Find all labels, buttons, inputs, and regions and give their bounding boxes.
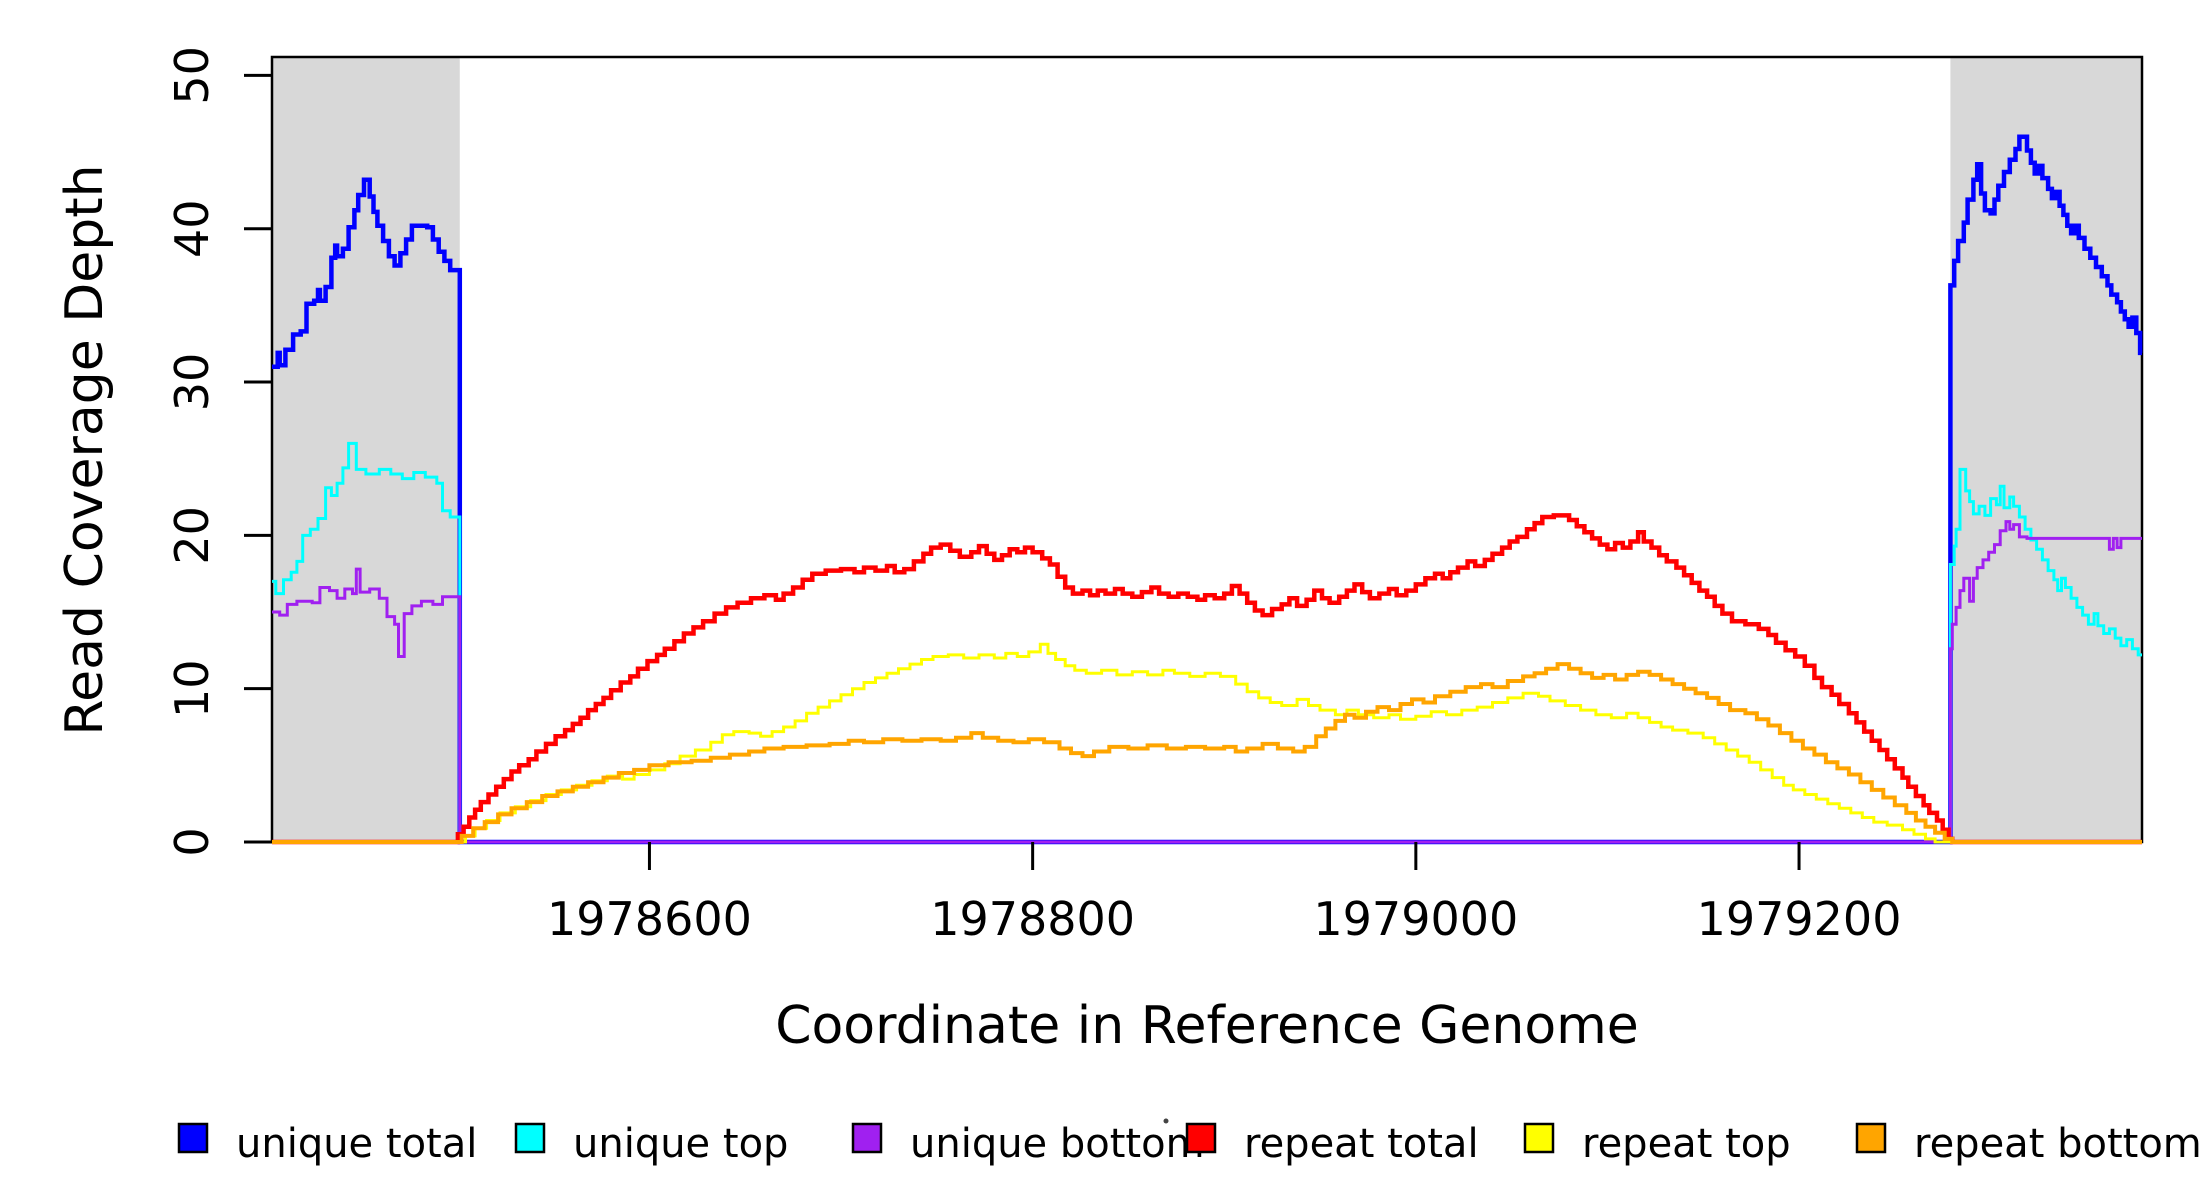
x-tick-label: 1979200 (1697, 892, 1902, 946)
y-tick-label: 30 (165, 353, 219, 412)
y-tick-label: 20 (165, 506, 219, 565)
x-tick-label: 1979000 (1313, 892, 1518, 946)
y-tick-label: 40 (165, 199, 219, 258)
y-tick-label: 50 (165, 46, 219, 105)
series-unique-bottom-line (272, 520, 2142, 844)
series-unique-total-line (272, 134, 2143, 845)
legend-swatch-unique-total (177, 1122, 209, 1154)
legend-label-unique-bottom: unique bottom (910, 1121, 1205, 1167)
legend-swatch-unique-top (514, 1122, 546, 1154)
series-unique-top-line (272, 441, 2142, 844)
legend-label-repeat-top: repeat top (1582, 1121, 1791, 1167)
series-lines-layer (272, 134, 2143, 845)
legend-swatch-unique-bottom (851, 1122, 883, 1154)
series-repeat-total-line (272, 513, 2142, 845)
stray-dot-mark (1163, 1118, 1169, 1124)
y-axis-title: Read Coverage Depth (55, 164, 115, 735)
legend-label-unique-top: unique top (573, 1121, 788, 1167)
left-flank-unique-region (272, 57, 460, 842)
series-repeat-top-line (272, 642, 2142, 844)
legend-row: unique total unique top unique bottom repea… (177, 1118, 2200, 1167)
legend-label-repeat-total: repeat total (1244, 1121, 1479, 1167)
y-tick-label: 0 (165, 827, 219, 856)
legend-swatch-repeat-total (1185, 1122, 1217, 1154)
axes-layer: 1978600 1978800 1979000 1979200 0 10 20 30 40 50 (165, 46, 1902, 946)
legend-label-repeat-bottom: repeat bottom (1914, 1121, 2200, 1167)
legend-label-unique-total: unique total (236, 1121, 477, 1167)
x-axis-title: Coordinate in Reference Genome (775, 996, 1639, 1056)
series-repeat-bottom-line (272, 662, 2142, 844)
legend-swatch-repeat-top (1523, 1122, 1555, 1154)
legend-swatch-repeat-bottom (1855, 1122, 1887, 1154)
y-tick-label: 10 (165, 659, 219, 718)
x-tick-label: 1978800 (930, 892, 1135, 946)
x-tick-label: 1978600 (547, 892, 752, 946)
